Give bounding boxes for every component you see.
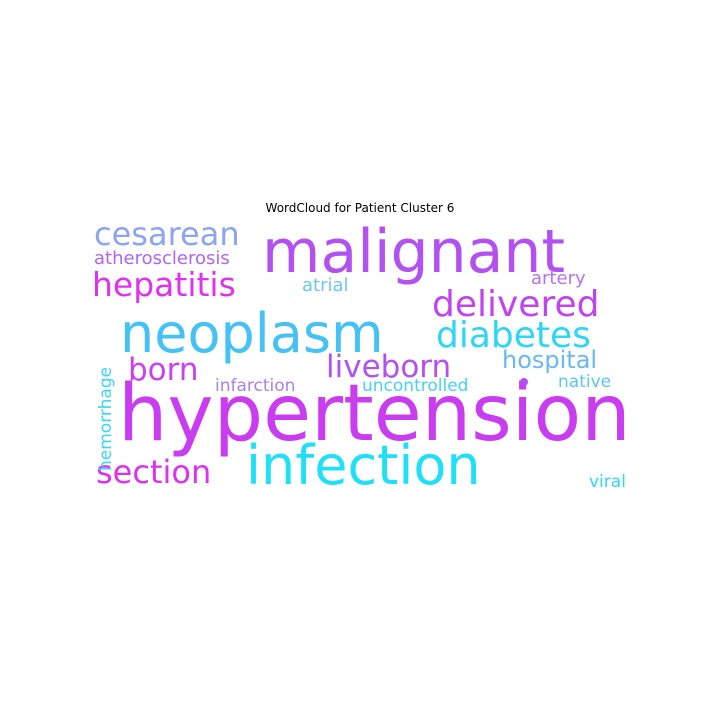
word-dot xyxy=(520,378,528,386)
word-diabetes: diabetes xyxy=(436,315,591,356)
word-infarction: infarction xyxy=(215,376,295,396)
word-section: section xyxy=(96,453,211,491)
word-neoplasm: neoplasm xyxy=(120,302,384,365)
word-atherosclerosis: atherosclerosis xyxy=(94,248,230,269)
word-delivered: delivered xyxy=(432,284,599,325)
word-native: native xyxy=(558,372,611,392)
word-cesarean: cesarean xyxy=(94,215,240,253)
word-born: born xyxy=(128,352,199,388)
word-hepatitis: hepatitis xyxy=(92,265,236,304)
word-infection: infection xyxy=(246,434,481,497)
word-viral: viral xyxy=(589,472,626,492)
word-liveborn: liveborn xyxy=(326,349,451,385)
word-uncontrolled: uncontrolled xyxy=(362,376,468,396)
word-hypertension: hypertension xyxy=(118,369,631,459)
word-artery: artery xyxy=(531,268,586,289)
word-hemorrhage: hemorrhage xyxy=(96,367,116,471)
chart-title: WordCloud for Patient Cluster 6 xyxy=(265,201,455,215)
word-malignant: malignant xyxy=(262,217,565,287)
word-atrial: atrial xyxy=(302,275,349,296)
word-hospital: hospital xyxy=(502,346,597,374)
